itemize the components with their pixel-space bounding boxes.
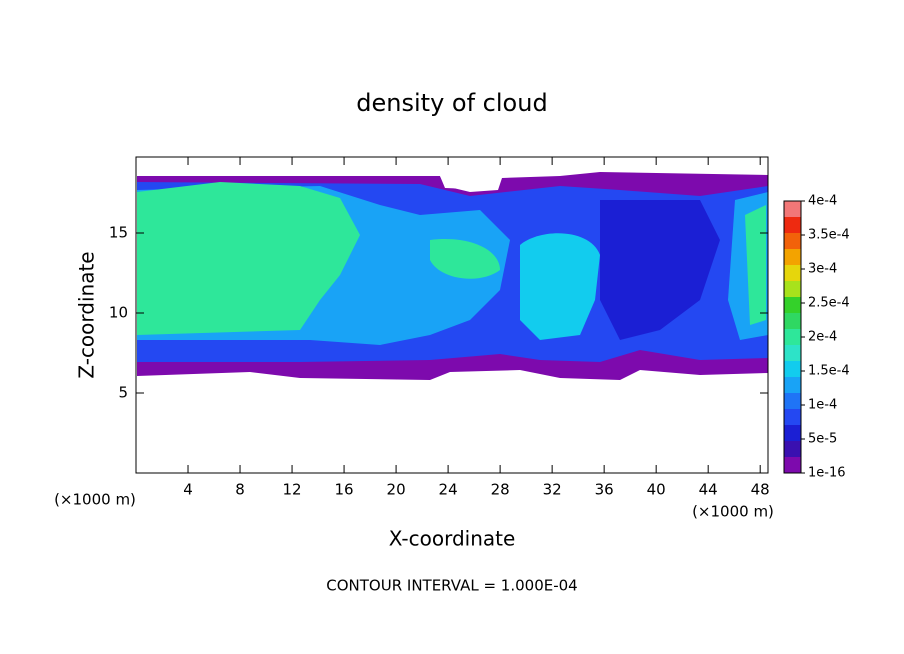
colorbar-swatch — [784, 281, 801, 297]
contour-fill — [520, 233, 600, 340]
y-unit: (×1000 m) — [54, 491, 136, 509]
colorbar-swatch — [784, 377, 801, 393]
contour-fill — [440, 176, 498, 192]
colorbar-swatch — [784, 201, 801, 217]
colorbar-swatch — [784, 265, 801, 281]
chart-title: density of cloud — [356, 89, 547, 117]
y-tick-label: 5 — [118, 384, 128, 402]
colorbar-swatch — [784, 297, 801, 313]
colorbar-swatch — [784, 425, 801, 441]
y-tick-label: 10 — [109, 304, 128, 322]
colorbar-label: 2.5e-4 — [808, 296, 850, 311]
annotation: CONTOUR INTERVAL = 1.000E-04 — [326, 577, 577, 595]
colorbar-swatch — [784, 217, 801, 233]
contour-fill — [600, 200, 720, 340]
contour-fill — [745, 205, 766, 325]
x-axis-label: X-coordinate — [389, 527, 516, 551]
colorbar-label: 3e-4 — [808, 262, 837, 277]
colorbar-label: 2e-4 — [808, 330, 837, 345]
y-tick-label: 15 — [109, 224, 128, 242]
contour-fill — [430, 239, 500, 279]
colorbar-swatch — [784, 313, 801, 329]
colorbar-swatch — [784, 393, 801, 409]
x-tick-label: 4 — [183, 481, 193, 499]
x-tick-label: 40 — [647, 481, 666, 499]
colorbar-label: 3.5e-4 — [808, 228, 850, 243]
colorbar-swatch — [784, 345, 801, 361]
colorbar-swatch — [784, 361, 801, 377]
x-tick-label: 28 — [491, 481, 510, 499]
x-tick-label: 44 — [699, 481, 718, 499]
colorbar-swatch — [784, 457, 801, 473]
colorbar-swatch — [784, 329, 801, 345]
colorbar-label: 1e-4 — [808, 398, 837, 413]
colorbar-label: 1.5e-4 — [808, 364, 850, 379]
x-unit: (×1000 m) — [692, 503, 774, 521]
colorbar-swatch — [784, 409, 801, 425]
x-tick-label: 16 — [335, 481, 354, 499]
x-tick-label: 32 — [543, 481, 562, 499]
colorbar-label: 1e-16 — [808, 466, 846, 481]
colorbar-label: 5e-5 — [808, 432, 837, 447]
plot-frame — [135, 156, 769, 474]
colorbar-swatch — [784, 233, 801, 249]
y-axis-label: Z-coordinate — [75, 251, 99, 378]
x-tick-label: 36 — [595, 481, 614, 499]
x-tick-label: 8 — [235, 481, 245, 499]
x-tick-label: 12 — [283, 481, 302, 499]
x-tick-label: 48 — [751, 481, 770, 499]
colorbar-swatch — [784, 249, 801, 265]
contour-fill — [137, 182, 360, 335]
colorbar-label: 4e-4 — [808, 194, 837, 209]
contour-field — [137, 172, 768, 380]
x-tick-label: 24 — [439, 481, 458, 499]
colorbar-swatch — [784, 441, 801, 457]
x-tick-label: 20 — [387, 481, 406, 499]
